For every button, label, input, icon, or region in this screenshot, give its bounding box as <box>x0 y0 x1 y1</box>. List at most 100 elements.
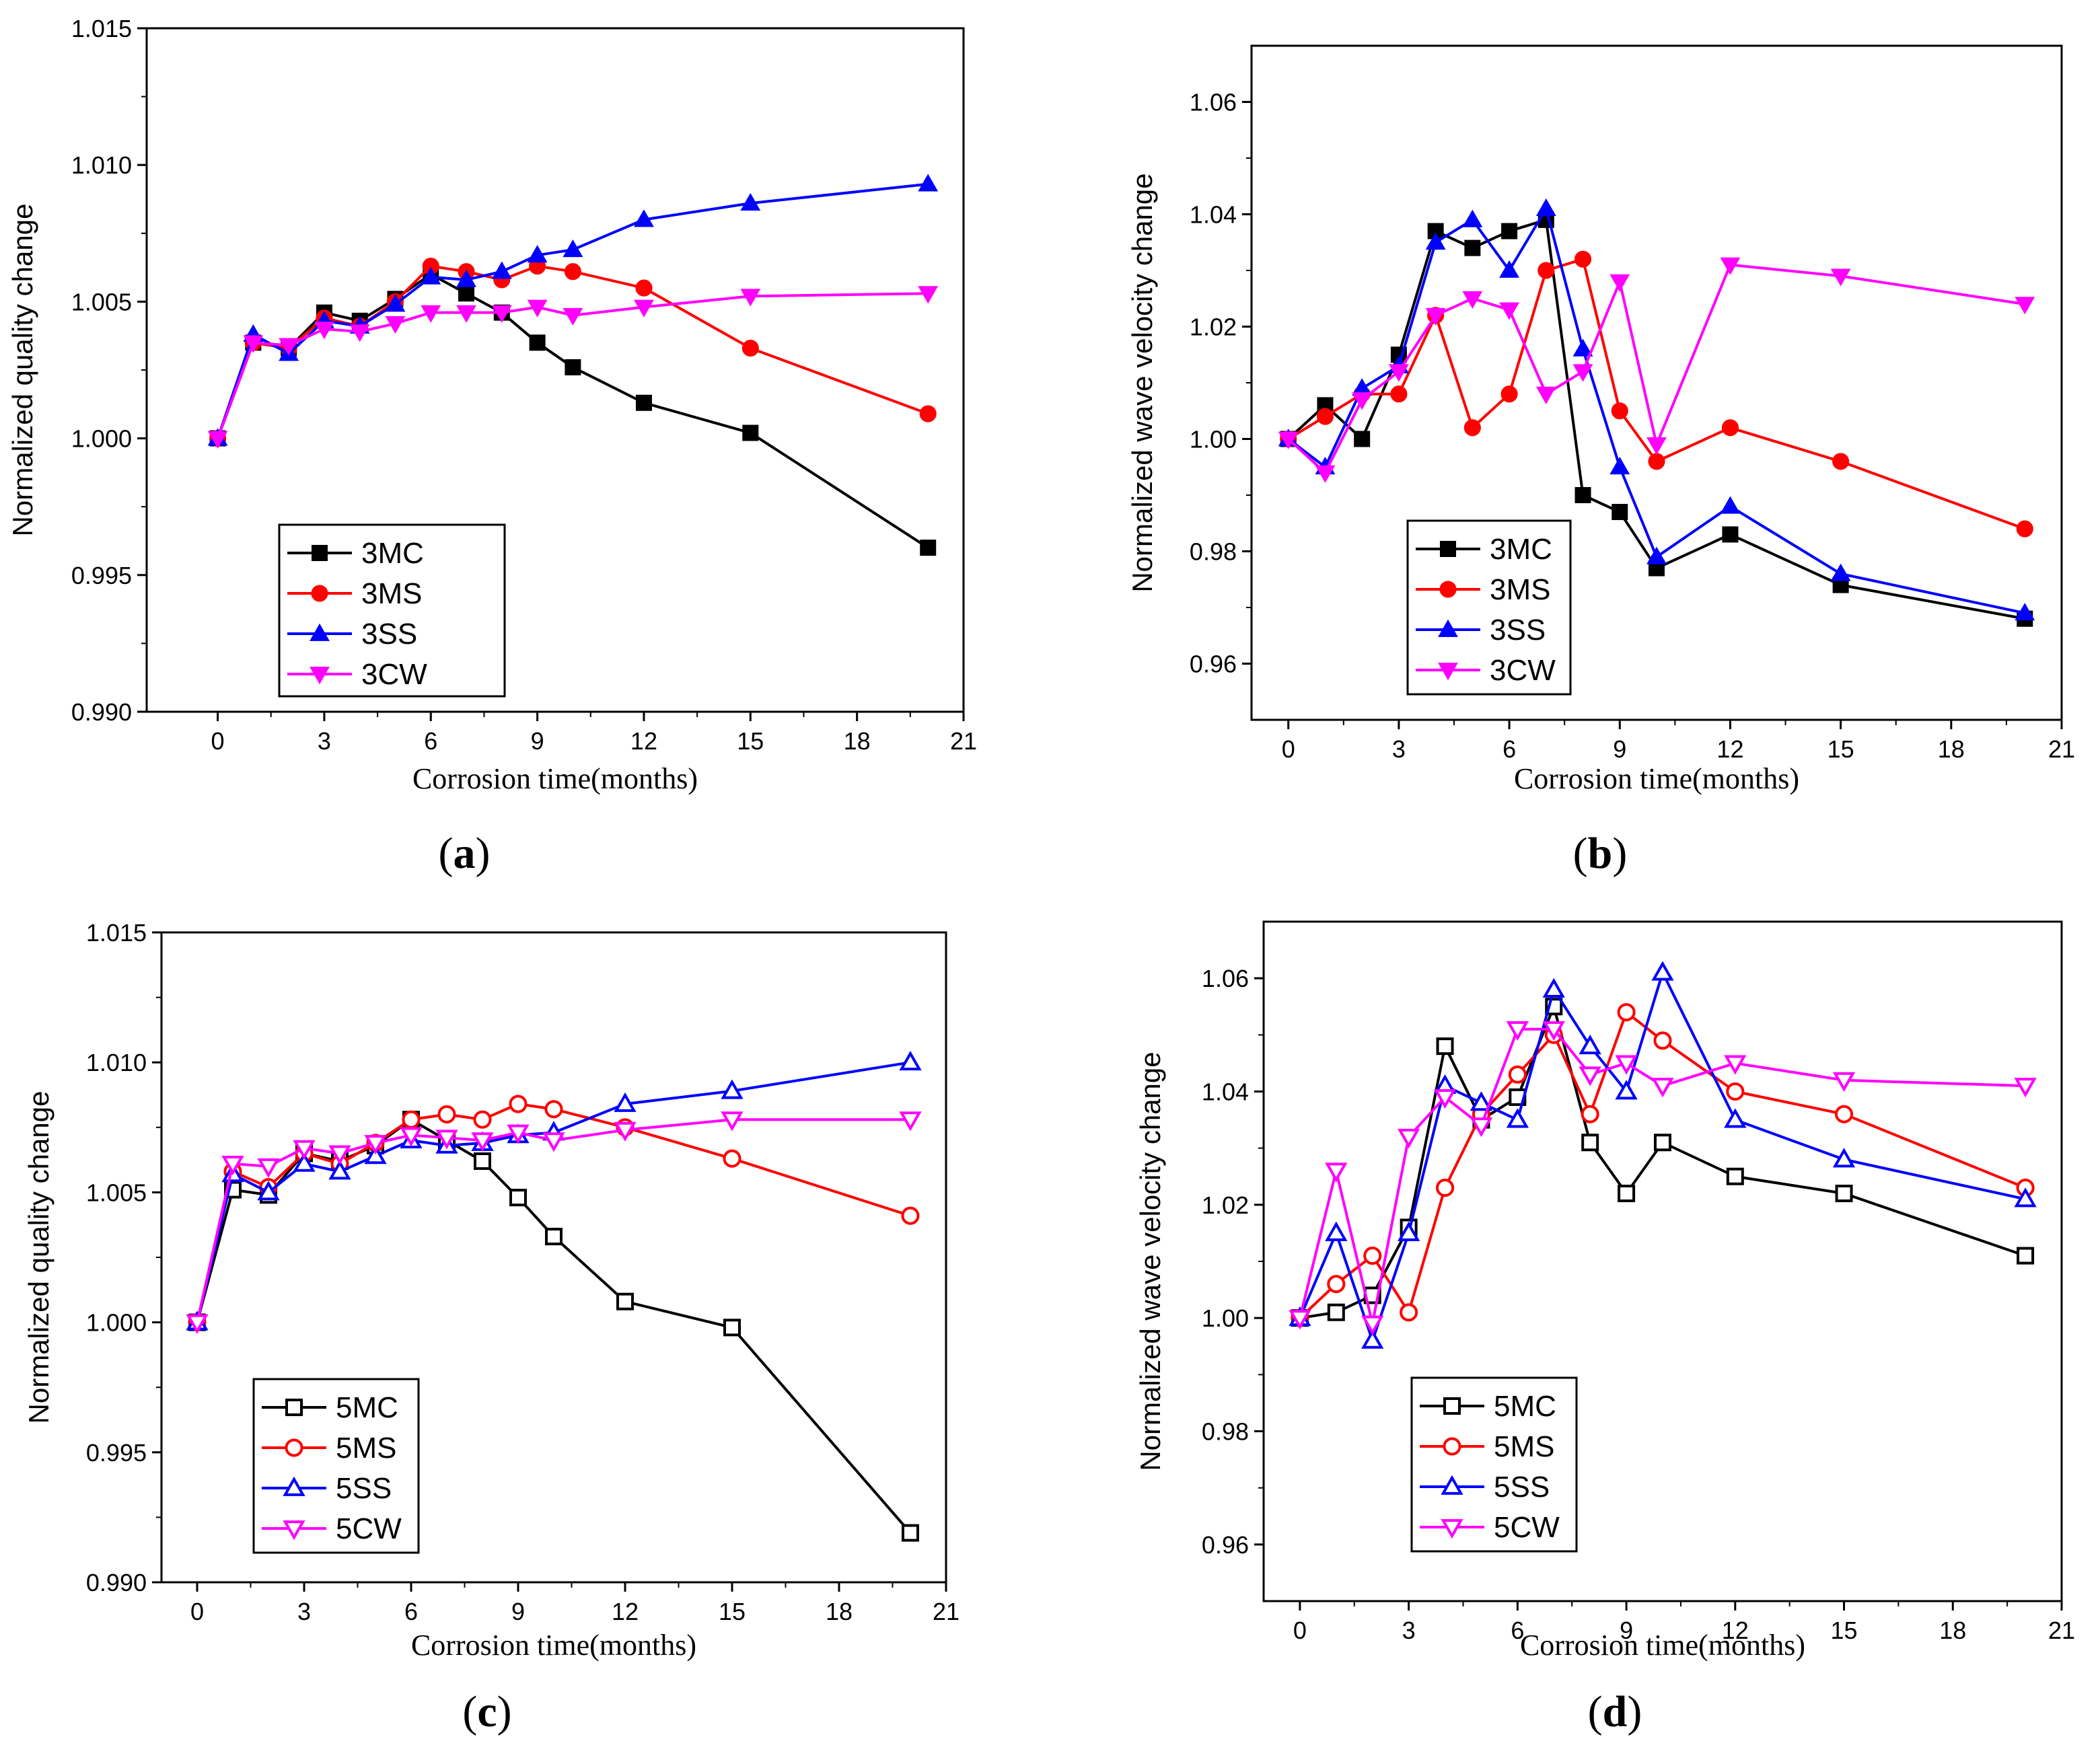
x-axis-title: Corrosion time(months) <box>411 1629 696 1662</box>
data-point <box>1425 307 1446 326</box>
data-point <box>1363 1247 1382 1265</box>
y-tick-label: 1.02 <box>1202 1191 1249 1219</box>
data-point <box>1508 1065 1527 1084</box>
data-point <box>207 431 228 449</box>
data-point <box>385 316 406 334</box>
y-axis-title: Normalized quality change <box>23 1091 55 1424</box>
data-point <box>1646 546 1667 564</box>
legend-marker <box>1441 1475 1463 1495</box>
data-point <box>721 1111 744 1132</box>
y-tick-label: 1.010 <box>86 1049 147 1076</box>
legend-marker <box>283 1520 305 1541</box>
legend: 3MC 3MS 3SS 3CW <box>1406 519 1572 696</box>
x-tick-label: 9 <box>511 1598 525 1625</box>
data-point <box>1834 1105 1854 1123</box>
x-tick-label: 15 <box>1831 1617 1858 1644</box>
series-line <box>1299 1005 2026 1320</box>
data-point <box>742 424 759 441</box>
data-point <box>257 1181 280 1201</box>
legend-label: 3CW <box>1490 654 1556 687</box>
data-point <box>1499 260 1520 278</box>
series-5CW <box>1289 1021 2037 1335</box>
panel-label-open: ( <box>1573 829 1588 878</box>
panel-label-open: ( <box>1588 1687 1603 1736</box>
data-point <box>527 245 548 263</box>
data-point <box>740 289 761 307</box>
data-point <box>349 324 370 342</box>
y-tick-label: 1.02 <box>1190 313 1237 341</box>
data-point <box>385 294 406 312</box>
data-point <box>1388 364 1409 382</box>
x-tick-label: 0 <box>1282 735 1295 763</box>
data-point <box>1462 291 1483 309</box>
x-tick-label: 21 <box>950 727 977 755</box>
legend-label: 5CW <box>1494 1511 1560 1544</box>
y-tick-label: 0.995 <box>86 1439 147 1467</box>
data-point <box>901 1206 920 1225</box>
y-tick-label: 1.015 <box>71 15 132 42</box>
data-point <box>1830 268 1851 287</box>
data-point <box>741 339 759 357</box>
plot-frame <box>145 27 965 713</box>
x-tick-label: 18 <box>826 1598 853 1625</box>
data-point <box>1463 419 1481 437</box>
data-point <box>328 1160 351 1180</box>
x-tick-label: 3 <box>297 1598 311 1625</box>
data-point <box>293 1152 316 1172</box>
data-point <box>1425 232 1446 250</box>
data-point <box>257 1158 280 1178</box>
data-point <box>473 1110 492 1129</box>
data-point <box>1609 274 1630 292</box>
data-point <box>458 285 475 302</box>
panel-label: (d) <box>1588 1687 1642 1736</box>
data-point <box>563 239 583 258</box>
data-point <box>1611 402 1628 420</box>
data-point <box>456 269 476 287</box>
legend-label: 5CW <box>336 1512 402 1545</box>
data-point <box>2015 603 2035 621</box>
data-point <box>544 1100 563 1119</box>
legend-marker <box>1438 619 1458 637</box>
legend-label: 5MS <box>336 1432 396 1465</box>
data-point <box>920 540 937 556</box>
panel-label-letter: d <box>1603 1687 1628 1736</box>
data-point <box>1618 1185 1636 1202</box>
data-point <box>902 1524 919 1542</box>
x-tick-label: 18 <box>844 727 871 755</box>
series-5SS <box>1289 961 2037 1349</box>
chart-panel-c: 0 3 6 9 12 15 18 21 0.990 0.995 1.000 1.005 1.010 1.0… <box>23 919 960 1736</box>
panel-label-close: ) <box>1612 829 1627 878</box>
data-point <box>1651 1078 1674 1098</box>
data-point <box>186 1314 209 1334</box>
y-tick-label: 1.000 <box>86 1309 147 1337</box>
x-tick-label: 6 <box>424 727 437 755</box>
data-point <box>1646 437 1667 455</box>
legend-marker <box>1443 1437 1461 1456</box>
data-point <box>1579 1066 1601 1086</box>
legend-label: 5SS <box>336 1472 392 1505</box>
legend: 3MC 3MS 3SS 3CW <box>278 523 506 698</box>
data-point <box>509 1095 528 1113</box>
data-point <box>491 261 512 279</box>
data-point <box>740 192 761 211</box>
x-tick-label: 15 <box>737 727 764 755</box>
data-point <box>1832 1148 1856 1168</box>
data-point <box>1612 504 1628 521</box>
y-tick-label: 0.98 <box>1202 1418 1249 1446</box>
legend-label: 3MC <box>1490 533 1552 566</box>
legend: 5MC 5MS 5SS 5CW <box>252 1378 420 1554</box>
legend-marker <box>310 623 330 641</box>
x-tick-label: 0 <box>211 727 225 755</box>
data-point <box>1574 487 1591 503</box>
x-tick-label: 0 <box>1293 1617 1307 1644</box>
data-point <box>634 209 654 227</box>
legend-marker <box>285 1399 303 1416</box>
data-point <box>1720 257 1741 275</box>
panel-label-letter: c <box>477 1687 497 1736</box>
data-point <box>527 299 548 318</box>
data-point <box>1651 961 1674 981</box>
data-point <box>1535 386 1556 404</box>
data-point <box>1327 1275 1346 1294</box>
series-3SS <box>1278 198 2035 621</box>
legend-label: 5MC <box>1494 1390 1556 1423</box>
